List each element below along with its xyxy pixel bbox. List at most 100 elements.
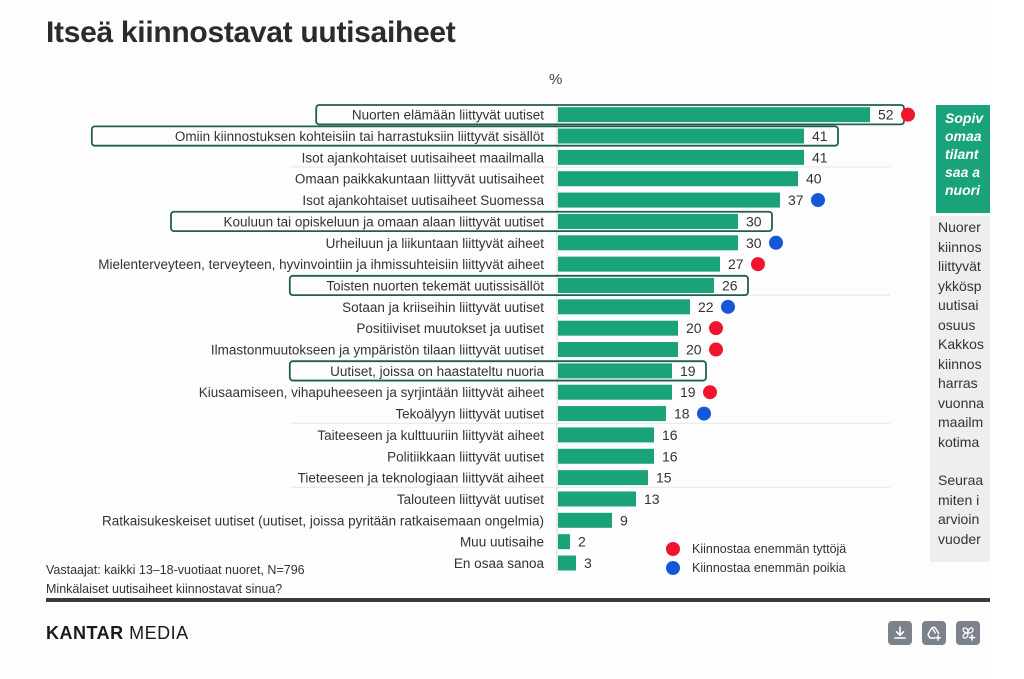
category-label: Talouteen liittyvät uutiset xyxy=(397,492,544,507)
highlight-box xyxy=(170,210,773,233)
value-label: 16 xyxy=(662,448,678,464)
value-label: 41 xyxy=(812,149,828,165)
girls-marker xyxy=(751,257,765,272)
value-label: 15 xyxy=(656,470,672,486)
value-label: 3 xyxy=(584,555,592,571)
bar xyxy=(558,491,636,507)
side-highlight-line: saa a xyxy=(945,164,981,180)
boys-marker xyxy=(811,193,825,208)
download-icon xyxy=(894,626,906,639)
value-label: 22 xyxy=(698,299,714,315)
page-margin xyxy=(990,0,1024,679)
category-label: Sotaan ja kriiseihin liittyvät uutiset xyxy=(342,300,544,315)
bar xyxy=(558,213,738,229)
footnote-respondents: Vastaajat: kaikki 13–18-vuotiaat nuoret,… xyxy=(46,563,305,577)
highlight-box xyxy=(288,274,749,297)
value-label: 30 xyxy=(746,213,762,229)
footer-divider xyxy=(46,598,990,602)
category-label: Kiusaamiseen, vihapuheeseen ja syrjintää… xyxy=(199,385,544,400)
girls-marker xyxy=(901,107,915,122)
value-label: 19 xyxy=(680,363,696,379)
side-text-line: arvioin xyxy=(938,511,980,527)
category-label: Nuorten elämään liittyvät uutiset xyxy=(352,108,544,123)
bar xyxy=(558,342,678,358)
side-text-line: liittyvät xyxy=(938,258,981,274)
side-text-line: ykkösp xyxy=(938,277,982,294)
value-label: 13 xyxy=(644,491,660,507)
side-highlight-line: Sopiv xyxy=(945,110,984,126)
highlight-box xyxy=(90,125,839,147)
side-panel-text: Nuorer kiinnos liittyvät ykkösp uutisai osuus… xyxy=(930,216,990,562)
value-label: 27 xyxy=(728,256,744,272)
legend-item-boys: Kiinnostaa enemmän poikia xyxy=(666,561,846,575)
bar-chart: Nuorten elämään liittyvät uutiset 52 Omiin… xyxy=(90,104,915,574)
bar xyxy=(558,192,780,208)
side-text-line: kiinnos xyxy=(938,355,982,372)
side-text-line: kiinnos xyxy=(938,238,982,255)
category-label: Taiteeseen ja kulttuuriin liittyvät aihe… xyxy=(317,428,544,443)
category-label: Toisten nuorten tekemät uutissisällöt xyxy=(326,278,544,293)
side-text-line: maailm xyxy=(938,414,984,430)
legend-label: Kiinnostaa enemmän tyttöjä xyxy=(692,542,847,556)
bar xyxy=(558,427,654,443)
category-label: Urheiluun ja liikuntaan liittyvät aiheet xyxy=(326,236,545,251)
bar xyxy=(558,171,798,187)
add-to-drive-button[interactable] xyxy=(922,621,946,645)
value-label: 26 xyxy=(722,277,738,293)
brand-logo: KANTAR MEDIA xyxy=(46,623,189,644)
side-text-line: Seuraa xyxy=(938,472,984,488)
category-label: Omiin kiinnostuksen kohteisiin tai harra… xyxy=(175,129,544,144)
girls-marker xyxy=(709,321,723,336)
bar xyxy=(558,320,678,336)
bar xyxy=(558,384,672,400)
value-label: 9 xyxy=(620,512,628,528)
download-button[interactable] xyxy=(888,621,912,645)
bar xyxy=(558,448,654,464)
value-label: 40 xyxy=(806,171,822,187)
girls-marker xyxy=(703,385,717,400)
boys-marker xyxy=(721,299,735,314)
category-label: Positiiviset muutokset ja uutiset xyxy=(356,321,544,336)
chart-title: Itseä kiinnostavat uutisaiheet xyxy=(46,16,456,49)
value-label: 19 xyxy=(680,384,696,400)
side-text-line: vuonna xyxy=(938,394,984,411)
value-label: 16 xyxy=(662,427,678,443)
boys-marker xyxy=(769,235,783,250)
highlight-box xyxy=(288,360,707,382)
value-label: 18 xyxy=(674,406,690,422)
bar xyxy=(558,363,672,379)
category-label: Ratkaisukeskeiset uutiset (uutiset, jois… xyxy=(102,513,544,528)
brand-light: MEDIA xyxy=(123,623,189,643)
category-label: Kouluun tai opiskeluun ja omaan alaan li… xyxy=(224,214,545,229)
side-highlight-line: nuori xyxy=(945,182,980,198)
paragraph-gap xyxy=(938,452,990,471)
category-label: Politiikkaan liittyvät uutiset xyxy=(387,449,544,464)
boys-marker xyxy=(697,406,711,421)
category-label: Omaan paikkakuntaan liittyvät uutisaihee… xyxy=(295,172,544,187)
axis-unit-label: % xyxy=(549,71,563,88)
girls-marker xyxy=(709,342,723,357)
side-text-line: uutisai xyxy=(938,297,979,313)
side-text-line: miten i xyxy=(938,491,980,508)
value-label: 20 xyxy=(686,320,702,336)
add-to-drive-icon xyxy=(927,626,941,641)
value-label: 20 xyxy=(686,342,702,358)
bar xyxy=(558,107,870,123)
category-label: Ilmastonmuutokseen ja ympäristön tilaan … xyxy=(211,343,544,358)
value-label: 37 xyxy=(788,192,804,208)
value-label: 30 xyxy=(746,235,762,251)
value-label: 41 xyxy=(812,128,828,144)
add-to-photos-button[interactable] xyxy=(956,621,980,645)
value-label: 52 xyxy=(878,107,894,123)
bar xyxy=(558,299,690,315)
brand-bold: KANTAR xyxy=(46,623,124,643)
category-label: Tieteeseen ja teknologiaan liittyvät aih… xyxy=(298,471,545,486)
side-text-line: Kakkos xyxy=(938,336,984,352)
category-label: Mielenterveyteen, terveyteen, hyvinvoint… xyxy=(98,257,544,272)
side-text-line: harras xyxy=(938,375,978,391)
side-panel-highlight: Sopiv omaa tilant saa a nuori xyxy=(936,105,990,213)
category-label: Isot ajankohtaiset uutisaiheet Suomessa xyxy=(302,193,544,208)
legend-marker-boys xyxy=(666,561,680,575)
bar xyxy=(558,555,576,571)
side-highlight-line: omaa xyxy=(945,128,982,144)
